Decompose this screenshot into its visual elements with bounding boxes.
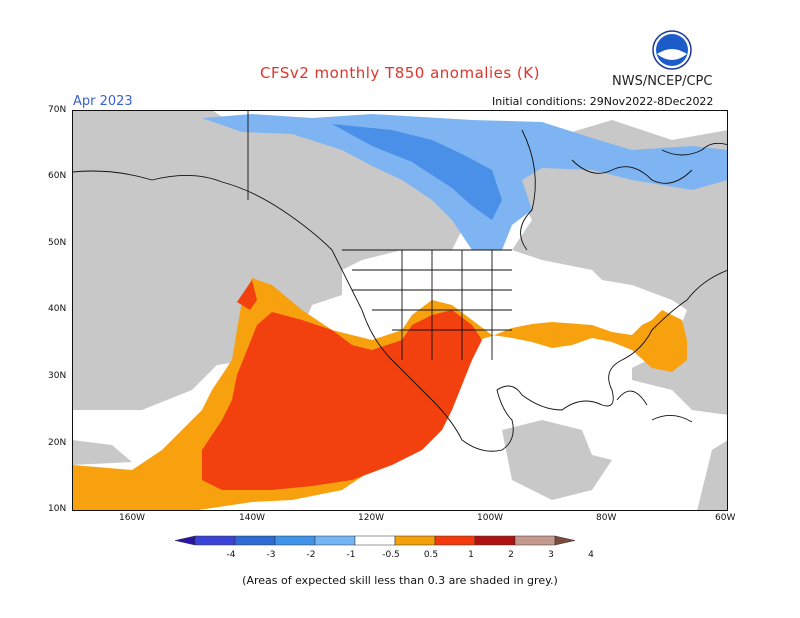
lon-label-140w: 140W (239, 513, 266, 523)
colorbar-tick-label: -4 (227, 550, 236, 560)
warm-anomaly-areas (72, 278, 687, 511)
colorbar-segment (194, 535, 236, 546)
colorbar-tick-label: 2 (508, 550, 514, 560)
colorbar-tick-label: 0.5 (424, 550, 438, 560)
skill-footnote: (Areas of expected skill less than 0.3 a… (242, 574, 558, 587)
cool-anomaly-areas (202, 114, 728, 250)
colorbar-tick-label: -2 (307, 550, 316, 560)
colorbar-segment (314, 535, 356, 546)
colorbar-segment (434, 535, 476, 546)
lon-label-60w: 60W (715, 513, 736, 523)
colorbar-segment (514, 535, 556, 546)
lat-label-50n: 50N (48, 238, 67, 248)
lon-label-100w: 100W (477, 513, 504, 523)
noaa-logo-icon (652, 30, 692, 70)
lon-label-160w: 160W (119, 513, 146, 523)
lon-label-80w: 80W (596, 513, 617, 523)
anomaly-map (72, 110, 728, 511)
colorbar-segment (394, 535, 436, 546)
colorbar-lower-extension (174, 535, 196, 546)
lat-label-40n: 40N (48, 304, 67, 314)
colorbar-upper-extension (554, 535, 576, 546)
coastline-lines (72, 110, 728, 452)
agency-label: NWS/NCEP/CPC (612, 74, 713, 89)
colorbar-tick-label: -3 (267, 550, 276, 560)
colorbar-tick-label: 1 (468, 550, 474, 560)
lat-label-60n: 60N (48, 171, 67, 181)
valid-period-label: Apr 2023 (73, 94, 133, 109)
colorbar-segment (354, 535, 396, 546)
initial-conditions-label: Initial conditions: 29Nov2022-8Dec2022 (492, 95, 714, 108)
lat-label-70n: 70N (48, 105, 67, 115)
colorbar-segment (274, 535, 316, 546)
map-title: CFSv2 monthly T850 anomalies (K) (260, 64, 540, 82)
colorbar-segment (474, 535, 516, 546)
colorbar-tick-label: -0.5 (382, 550, 400, 560)
colorbar-tick-label: -1 (347, 550, 356, 560)
colorbar-tick-label: 4 (588, 550, 594, 560)
lat-label-10n: 10N (48, 504, 67, 514)
lon-label-120w: 120W (358, 513, 385, 523)
colorbar-tick-label: 3 (548, 550, 554, 560)
low-skill-grey-areas (72, 110, 728, 511)
colorbar-tick-labels: -4 -3 -2 -1 -0.5 0.5 1 2 3 4 (227, 550, 595, 560)
colorbar-segment (234, 535, 276, 546)
lat-label-20n: 20N (48, 438, 67, 448)
lat-label-30n: 30N (48, 371, 67, 381)
colorbar-segments (174, 535, 576, 546)
